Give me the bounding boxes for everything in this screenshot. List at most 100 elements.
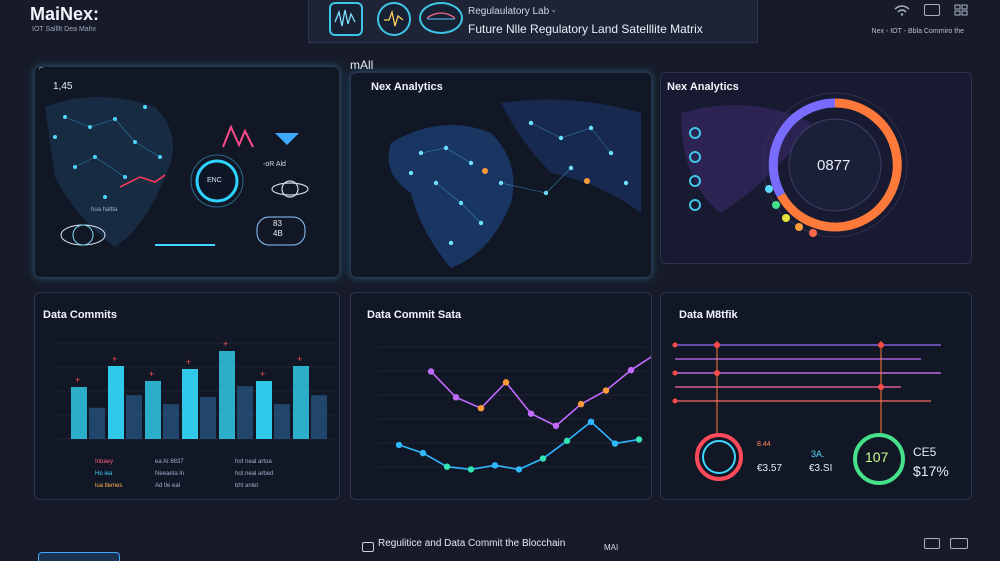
wifi-icon[interactable] — [894, 4, 910, 16]
legend-item: Ho iea — [95, 471, 113, 477]
bar-chart: + + + + + + + — [55, 339, 335, 440]
legend-item: ea AI 8837 — [155, 459, 184, 465]
bar-5 — [219, 351, 235, 439]
matrix-lines — [672, 341, 941, 485]
bar-1 — [71, 387, 87, 439]
pulse-icon[interactable] — [377, 2, 411, 36]
gauge2-value: 107 — [865, 449, 889, 465]
waveform-icon[interactable] — [329, 2, 363, 36]
world-map-dots — [45, 97, 309, 247]
panel-data-matrix: Data M8tfik 8.44 €3.57 3A. €3.SI 107 CE5… — [660, 292, 972, 500]
legend-item: lua tlemes — [95, 483, 123, 489]
bar-marker-1: + — [75, 375, 80, 385]
series-b-point — [467, 466, 475, 473]
bar-shadow-1 — [89, 407, 105, 439]
series-b-point — [395, 441, 403, 449]
series-a-point — [602, 387, 610, 394]
line-chart-title: Data Commit Sata — [367, 309, 462, 321]
gauge-title: Nex Analytics — [667, 81, 739, 93]
series-b-point — [515, 466, 523, 473]
series-a-line — [430, 356, 651, 427]
footer-window-icon[interactable] — [924, 538, 940, 549]
hud-number: 83 — [273, 219, 282, 228]
series-a-point — [477, 405, 485, 412]
middle-label: mAll — [350, 58, 374, 72]
series-b-point — [491, 462, 499, 469]
hud-text: -oR Ald — [263, 161, 286, 168]
status-text: Nex - IOT - Bbla Commiro the — [871, 28, 964, 35]
series-b-point — [611, 440, 619, 447]
bar-marker-3: + — [149, 369, 154, 379]
series-a-point — [452, 394, 460, 401]
analytics-title: Nex Analytics — [371, 81, 443, 93]
series-a-point — [577, 400, 585, 408]
footer-icon — [362, 542, 374, 552]
bar-marker-7: + — [297, 354, 302, 364]
bar-shadow-4 — [200, 397, 216, 439]
gauge-value: 0877 — [817, 157, 851, 174]
series-a-point — [627, 366, 635, 374]
corner-label: ⌐ — [39, 66, 44, 72]
signal-icon[interactable] — [419, 2, 463, 34]
matrix-title: Data M8tfik — [679, 309, 738, 321]
hud-badge: ENC — [207, 177, 222, 184]
top-toolbar — [308, 0, 758, 43]
series-b-point — [635, 436, 643, 443]
bar-shadow-3 — [163, 404, 179, 439]
series-a-point — [527, 410, 535, 417]
footer-text: Regulitice and Data Commit the Blocchain — [378, 538, 566, 549]
line-chart — [379, 346, 651, 473]
bar-shadow-5 — [237, 386, 253, 439]
window-icon[interactable] — [924, 4, 940, 16]
stat2-value: €3.SI — [809, 463, 833, 474]
hud-number-2: 4B — [273, 229, 283, 238]
series-b-point — [587, 418, 595, 425]
series-b-point — [539, 455, 547, 462]
bar-marker-4: + — [186, 357, 191, 367]
bar-marker-2: + — [112, 354, 117, 364]
system-icons — [894, 4, 970, 18]
stat2-label: 3A. — [811, 449, 825, 459]
bar-3 — [145, 381, 161, 439]
panel-map-left: ⌐ 1,45 ENC -oR Ald 83 4B hua haltta — [34, 66, 340, 278]
legend-item: hot neal arbed — [235, 471, 274, 477]
lab-title: Regulaulatory Lab - — [468, 6, 556, 17]
footer-tag: MAI — [604, 543, 619, 552]
bar-marker-5: + — [223, 339, 228, 349]
bar-shadow-2 — [126, 395, 142, 439]
series-a-point — [502, 379, 510, 386]
africa-map-dots — [388, 99, 641, 268]
bar-shadow-7 — [311, 395, 327, 439]
lab-subtitle: Future Nlle Regulatory Land Satelllite M… — [468, 22, 703, 36]
cost-value: $17% — [913, 463, 949, 479]
series-a-point — [552, 422, 560, 430]
legend-item: hot neal artoa — [235, 459, 272, 465]
legend-item: Inbaey — [95, 459, 114, 465]
panel-data-commit-sata: Data Commit Sata — [350, 292, 652, 500]
legend-item: Neeaeta ln — [155, 471, 185, 477]
bar-7 — [293, 366, 309, 439]
bar-4 — [182, 369, 198, 439]
bar-6 — [256, 381, 272, 439]
stat1-value: €3.57 — [757, 463, 783, 474]
cost-label: CE5 — [913, 445, 937, 459]
gauge-visual — [681, 92, 908, 238]
bar-marker-6: + — [260, 369, 265, 379]
grid-icon[interactable] — [954, 4, 968, 16]
series-b-point — [443, 463, 451, 470]
footer-grid-icon[interactable] — [950, 538, 968, 549]
footer-tab[interactable] — [38, 552, 120, 561]
stat1-label: 8.44 — [757, 441, 771, 448]
bar-shadow-6 — [274, 404, 290, 439]
series-b-point — [563, 437, 571, 445]
panel-analytics-map: Nex Analytics — [350, 72, 652, 278]
map-value: 1,45 — [53, 81, 73, 92]
series-b-line — [398, 420, 640, 471]
series-b-point — [419, 449, 427, 457]
app-title: MaiNex: — [30, 4, 100, 24]
data-commits-title: Data Commits — [43, 309, 117, 321]
panel-analytics-gauge: Nex Analytics 0877 — [660, 72, 972, 264]
series-a-point — [427, 368, 435, 375]
legend-item: Ad tle eal — [155, 483, 181, 489]
panel-data-commits: Data Commits + + + + + + + Inbaey ea AI 8837 hot… — [34, 292, 340, 500]
